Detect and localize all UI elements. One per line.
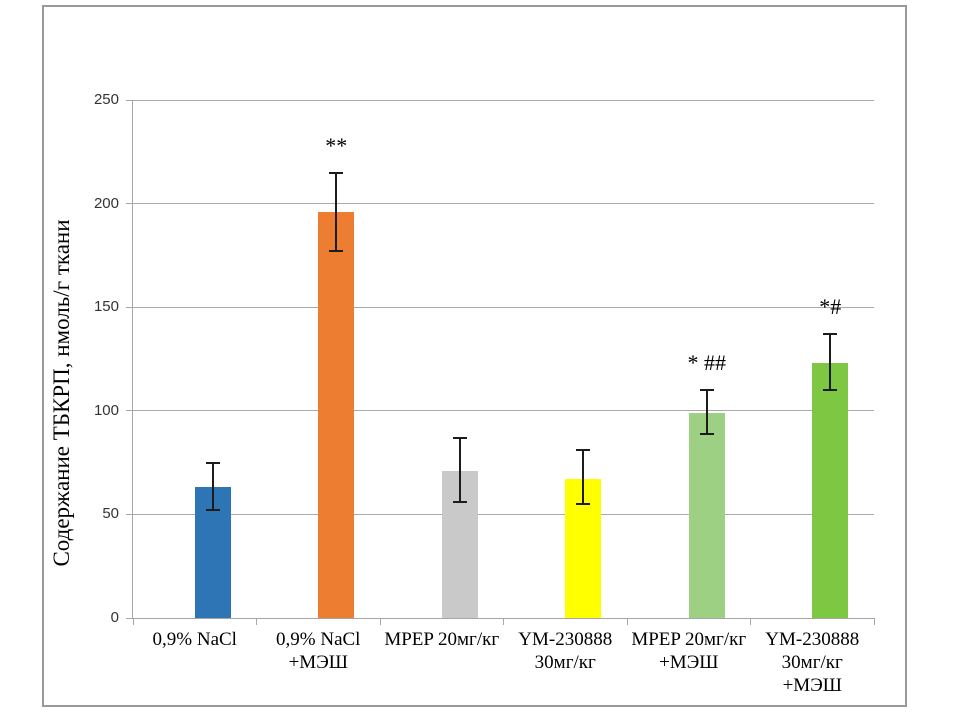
gridline bbox=[133, 203, 874, 205]
error-bar-cap-bottom bbox=[576, 503, 591, 506]
error-bar-cap-top bbox=[452, 436, 467, 439]
category-label: MPEP 20мг/кг bbox=[384, 629, 500, 650]
bar bbox=[688, 412, 725, 618]
y-axis-tick bbox=[126, 513, 133, 515]
error-bar-cap-top bbox=[699, 389, 714, 392]
error-bar-cap-top bbox=[205, 461, 220, 464]
y-tick-label: 200 bbox=[93, 194, 119, 212]
y-axis-tick bbox=[126, 203, 133, 205]
error-bar-cap-bottom bbox=[699, 432, 714, 435]
y-tick-label: 150 bbox=[93, 298, 119, 316]
y-tick-label: 0 bbox=[110, 609, 119, 626]
category-label: YM-230888 30мг/кг +МЭШ bbox=[765, 629, 860, 696]
bar bbox=[812, 363, 849, 618]
error-bar-cap-bottom bbox=[452, 500, 467, 503]
error-bar-cap-bottom bbox=[329, 250, 344, 253]
error-bar-line bbox=[335, 172, 338, 252]
category-label: 0,9% NaCl bbox=[152, 629, 237, 650]
error-bar-cap-bottom bbox=[205, 509, 220, 512]
error-bar-line bbox=[582, 450, 585, 505]
x-axis-tick bbox=[503, 618, 504, 625]
y-tick-label: 50 bbox=[102, 505, 119, 523]
error-bar-line bbox=[705, 390, 708, 434]
significance-annotation: *# bbox=[819, 294, 842, 320]
y-axis-title: Содержание ТБКРП, нмоль/г ткани bbox=[49, 219, 74, 567]
gridline bbox=[133, 410, 874, 412]
significance-annotation: * ## bbox=[687, 350, 727, 376]
gridline bbox=[133, 513, 874, 515]
y-tick-label: 250 bbox=[93, 91, 119, 108]
x-axis-tick bbox=[873, 618, 875, 625]
y-axis-tick bbox=[126, 617, 133, 619]
bar bbox=[318, 211, 355, 618]
y-axis-line bbox=[132, 100, 133, 618]
error-bar-cap-top bbox=[576, 449, 591, 452]
x-axis-tick bbox=[379, 618, 381, 625]
x-axis-tick bbox=[132, 618, 134, 625]
error-bar-line bbox=[458, 437, 461, 502]
x-axis-tick bbox=[750, 618, 751, 625]
y-axis-tick bbox=[126, 99, 133, 101]
x-axis-tick bbox=[626, 618, 628, 625]
category-label: YM-230888 30мг/кг bbox=[518, 629, 613, 673]
error-bar-cap-bottom bbox=[823, 389, 838, 392]
gridline bbox=[133, 306, 874, 308]
y-tick-label: 100 bbox=[93, 401, 119, 419]
error-bar-cap-top bbox=[823, 333, 838, 336]
category-label: MPEP 20мг/кг +МЭШ bbox=[631, 629, 747, 673]
gridline bbox=[133, 99, 874, 101]
error-bar-line bbox=[211, 462, 214, 511]
y-axis-tick bbox=[126, 306, 133, 308]
significance-annotation: ** bbox=[325, 132, 348, 158]
y-axis-tick bbox=[126, 410, 133, 412]
category-label: 0,9% NaCl +МЭШ bbox=[276, 629, 361, 673]
error-bar-line bbox=[829, 334, 832, 391]
error-bar-cap-top bbox=[329, 171, 344, 174]
x-axis-tick bbox=[256, 618, 257, 625]
